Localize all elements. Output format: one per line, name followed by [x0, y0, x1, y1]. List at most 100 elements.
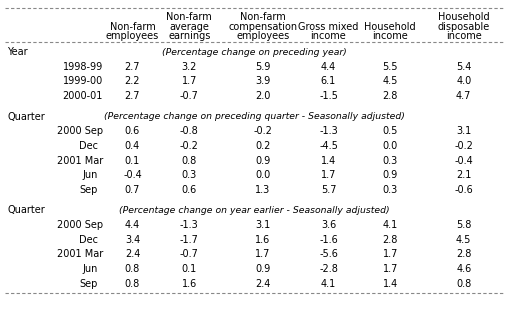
Text: Year: Year	[7, 47, 27, 57]
Text: 2.4: 2.4	[255, 279, 270, 289]
Text: 2000 Sep: 2000 Sep	[57, 220, 103, 230]
Text: 5.5: 5.5	[382, 62, 398, 72]
Text: Jun: Jun	[83, 170, 98, 180]
Text: 0.9: 0.9	[383, 170, 398, 180]
Text: 5.4: 5.4	[456, 62, 471, 72]
Text: 5.8: 5.8	[456, 220, 471, 230]
Text: 0.3: 0.3	[182, 170, 197, 180]
Text: Household: Household	[438, 12, 490, 22]
Text: 4.1: 4.1	[321, 279, 336, 289]
Text: 1.7: 1.7	[182, 76, 197, 86]
Text: 0.9: 0.9	[255, 264, 270, 274]
Text: 3.1: 3.1	[456, 126, 471, 136]
Text: average: average	[169, 22, 209, 32]
Text: -1.5: -1.5	[319, 91, 338, 101]
Text: 4.4: 4.4	[125, 220, 140, 230]
Text: -5.6: -5.6	[319, 249, 338, 259]
Text: 4.4: 4.4	[321, 62, 336, 72]
Text: 4.6: 4.6	[456, 264, 471, 274]
Text: Non-farm: Non-farm	[240, 12, 286, 22]
Text: 1.7: 1.7	[383, 264, 398, 274]
Text: 2001 Mar: 2001 Mar	[57, 156, 103, 166]
Text: 2000-01: 2000-01	[63, 91, 103, 101]
Text: 4.5: 4.5	[383, 76, 398, 86]
Text: 2001 Mar: 2001 Mar	[57, 249, 103, 259]
Text: -1.3: -1.3	[180, 220, 199, 230]
Text: -2.8: -2.8	[319, 264, 338, 274]
Text: -1.6: -1.6	[319, 235, 338, 245]
Text: 1998-99: 1998-99	[63, 62, 103, 72]
Text: disposable: disposable	[438, 22, 490, 32]
Text: -0.4: -0.4	[455, 156, 473, 166]
Text: -0.8: -0.8	[180, 126, 199, 136]
Text: -0.2: -0.2	[180, 141, 199, 151]
Text: 2.8: 2.8	[456, 249, 471, 259]
Text: -0.2: -0.2	[455, 141, 473, 151]
Text: Quarter: Quarter	[7, 205, 45, 215]
Text: 5.9: 5.9	[255, 62, 270, 72]
Text: (Percentage change on preceding quarter - Seasonally adjusted): (Percentage change on preceding quarter …	[103, 112, 405, 121]
Text: Quarter: Quarter	[7, 112, 45, 122]
Text: 2.1: 2.1	[456, 170, 471, 180]
Text: 3.2: 3.2	[182, 62, 197, 72]
Text: income: income	[446, 31, 482, 41]
Text: 1.3: 1.3	[255, 185, 270, 195]
Text: 0.6: 0.6	[182, 185, 197, 195]
Text: 0.0: 0.0	[255, 170, 270, 180]
Text: 1.6: 1.6	[182, 279, 197, 289]
Text: Dec: Dec	[79, 141, 98, 151]
Text: 2.2: 2.2	[125, 76, 140, 86]
Text: 0.1: 0.1	[125, 156, 140, 166]
Text: Jun: Jun	[83, 264, 98, 274]
Text: 2.8: 2.8	[383, 91, 398, 101]
Text: 3.4: 3.4	[125, 235, 140, 245]
Text: income: income	[310, 31, 346, 41]
Text: 4.5: 4.5	[456, 235, 471, 245]
Text: employees: employees	[236, 31, 290, 41]
Text: Gross mixed: Gross mixed	[298, 22, 359, 32]
Text: 2.7: 2.7	[125, 91, 140, 101]
Text: -4.5: -4.5	[319, 141, 338, 151]
Text: (Percentage change on preceding year): (Percentage change on preceding year)	[162, 48, 347, 57]
Text: 1.7: 1.7	[383, 249, 398, 259]
Text: -0.2: -0.2	[253, 126, 272, 136]
Text: 4.1: 4.1	[383, 220, 398, 230]
Text: 1999-00: 1999-00	[63, 76, 103, 86]
Text: 0.8: 0.8	[125, 279, 140, 289]
Text: 0.7: 0.7	[125, 185, 140, 195]
Text: 0.2: 0.2	[255, 141, 270, 151]
Text: 0.4: 0.4	[125, 141, 140, 151]
Text: 0.1: 0.1	[182, 264, 197, 274]
Text: Dec: Dec	[79, 235, 98, 245]
Text: 2.7: 2.7	[125, 62, 140, 72]
Text: 4.7: 4.7	[456, 91, 471, 101]
Text: -1.7: -1.7	[180, 235, 199, 245]
Text: 0.3: 0.3	[383, 185, 398, 195]
Text: 2.0: 2.0	[255, 91, 270, 101]
Text: 4.0: 4.0	[456, 76, 471, 86]
Text: Non-farm: Non-farm	[166, 12, 212, 22]
Text: -0.6: -0.6	[455, 185, 473, 195]
Text: Non-farm: Non-farm	[109, 22, 155, 32]
Text: 0.8: 0.8	[182, 156, 197, 166]
Text: 1.6: 1.6	[255, 235, 270, 245]
Text: 2.4: 2.4	[125, 249, 140, 259]
Text: employees: employees	[106, 31, 159, 41]
Text: 3.6: 3.6	[321, 220, 336, 230]
Text: -0.4: -0.4	[123, 170, 142, 180]
Text: 0.6: 0.6	[125, 126, 140, 136]
Text: (Percentage change on year earlier - Seasonally adjusted): (Percentage change on year earlier - Sea…	[119, 206, 389, 215]
Text: 0.8: 0.8	[456, 279, 471, 289]
Text: 6.1: 6.1	[321, 76, 336, 86]
Text: -0.7: -0.7	[180, 91, 199, 101]
Text: earnings: earnings	[168, 31, 211, 41]
Text: 0.0: 0.0	[383, 141, 398, 151]
Text: 0.8: 0.8	[125, 264, 140, 274]
Text: 0.3: 0.3	[383, 156, 398, 166]
Text: 0.9: 0.9	[255, 156, 270, 166]
Text: Household: Household	[364, 22, 416, 32]
Text: income: income	[373, 31, 408, 41]
Text: -0.7: -0.7	[180, 249, 199, 259]
Text: 1.4: 1.4	[383, 279, 398, 289]
Text: compensation: compensation	[228, 22, 297, 32]
